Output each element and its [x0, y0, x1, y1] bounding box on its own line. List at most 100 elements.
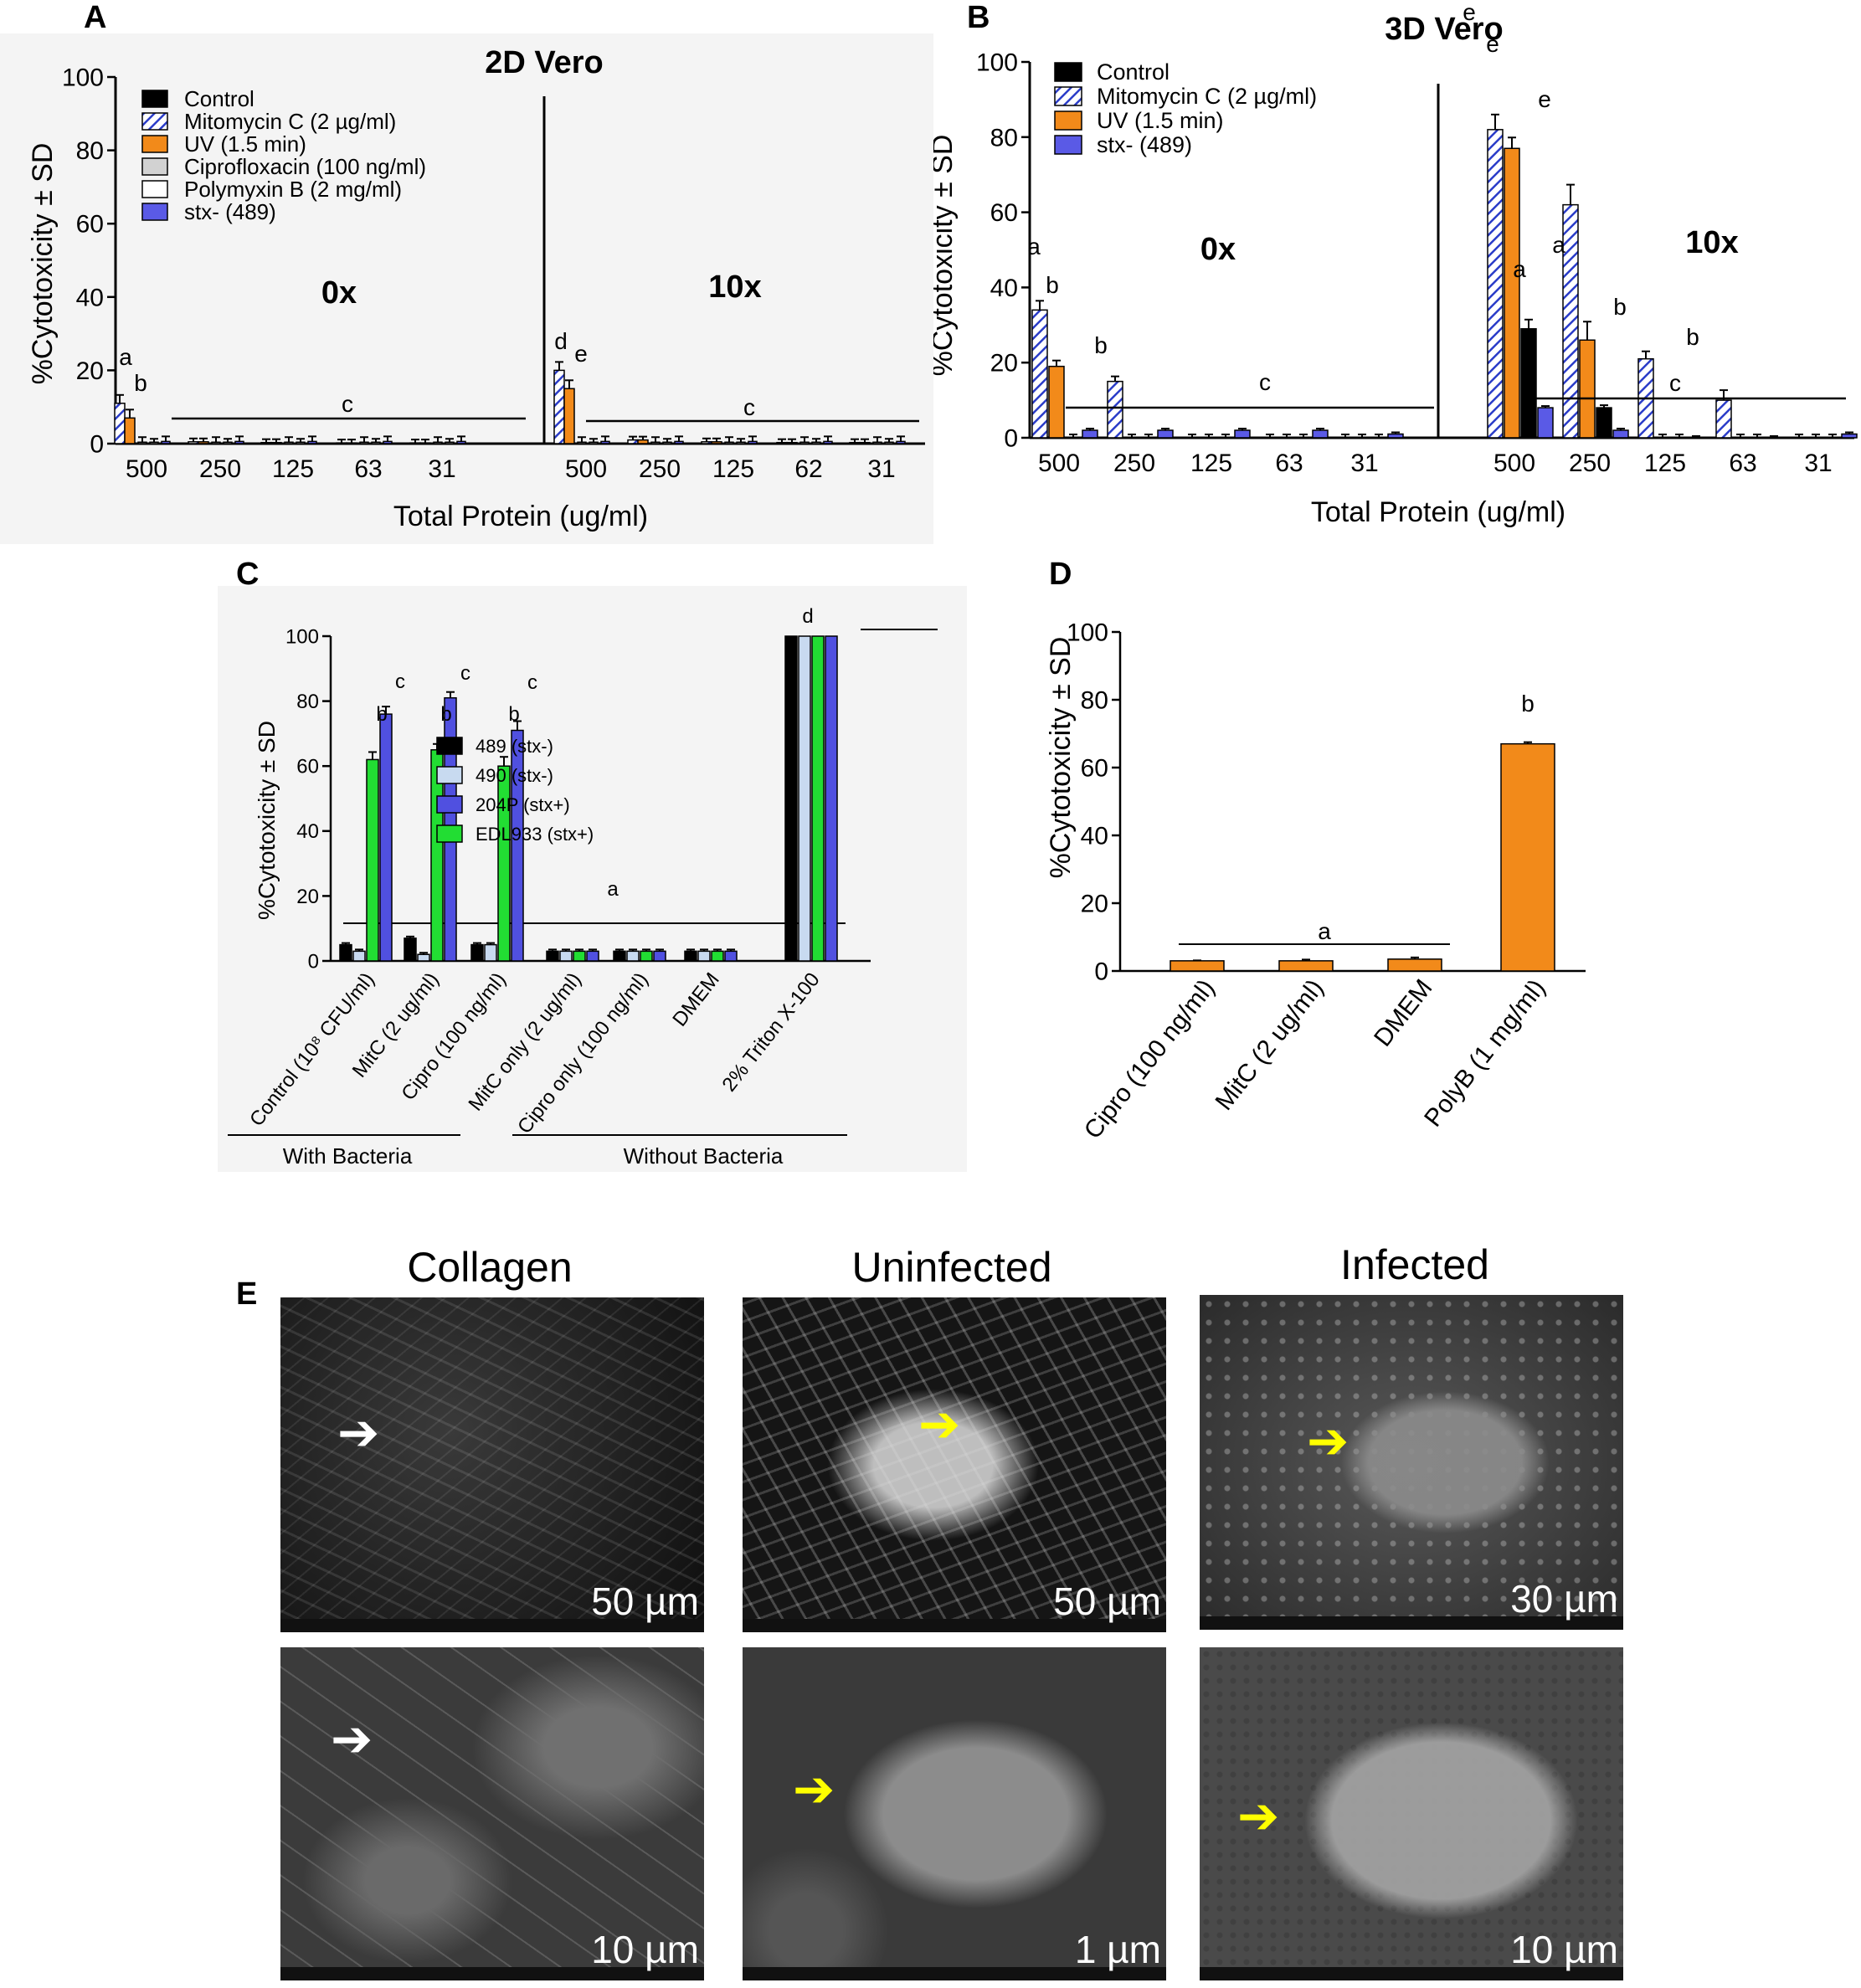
- chart-a-bar-cipro: [433, 441, 443, 444]
- chart-a-ytick-label: 60: [76, 211, 104, 239]
- panel-letter-d: D: [1049, 557, 1072, 592]
- chart-c-annotation: c: [395, 670, 405, 693]
- chart-d-xtick-label: DMEM: [1369, 974, 1437, 1052]
- chart-b-legend-label: Control: [1097, 59, 1170, 85]
- chart-a-annot-a: a: [119, 344, 132, 370]
- chart-b-bar-stx: [1157, 429, 1174, 439]
- chart-a-legend-swatch: [141, 112, 168, 131]
- chart-c-bar: [404, 937, 417, 962]
- arrow-icon: ➔: [918, 1395, 961, 1454]
- chart-c-bar: [366, 758, 379, 962]
- chart-b-annotation: e: [1463, 0, 1476, 25]
- chart-c-legend-label: 490 (stx-): [476, 765, 553, 786]
- chart-a-bar-stx: [383, 440, 393, 444]
- chart-d-xtick-label: PolyB (1 mg/ml): [1419, 974, 1550, 1132]
- chart-b-bar-uv: [1807, 437, 1824, 439]
- chart-b-ytick-label: 40: [990, 275, 1018, 302]
- chart-c-legend-swatch: [436, 795, 463, 814]
- chart-a-group-0x: 0x: [321, 275, 357, 311]
- chart-b-legend-swatch: [1054, 135, 1082, 155]
- chart-a-bar-cipro: [359, 441, 369, 444]
- chart-b-bar-stx: [1387, 433, 1404, 439]
- chart-a-bar-stx: [600, 440, 610, 444]
- chart-a-bar-stx: [896, 440, 906, 444]
- chart-a-xtick-label: 500: [126, 455, 167, 483]
- chart-c-ytick-label: 60: [296, 756, 319, 778]
- chart-b-annotation: e: [1486, 31, 1499, 57]
- micro-scale-label: 50 µm: [591, 1580, 699, 1623]
- chart-c-bar: [470, 943, 484, 962]
- chart-a-bar-uv: [563, 388, 575, 444]
- chart-c-bar: [559, 950, 573, 962]
- chart-a-xtick-label: 500: [565, 455, 607, 483]
- chart-c-bar: [573, 950, 586, 962]
- chart-b-annotation: b: [1613, 294, 1627, 320]
- chart-b-annotation: e: [1538, 86, 1551, 112]
- micro-col-title-infected: Infected: [1340, 1241, 1489, 1288]
- chart-c-ytick-label: 20: [296, 886, 319, 908]
- chart-a-bar-uv: [859, 441, 871, 444]
- chart-b-bar-mitomycin: [1487, 129, 1504, 439]
- arrow-icon: ➔: [337, 1404, 380, 1462]
- chart-c-bar: [724, 950, 738, 962]
- chart-b-xtick-label: 63: [1729, 449, 1756, 477]
- chart-a-annot-b: b: [134, 370, 147, 396]
- chart-c-bar: [653, 950, 666, 962]
- chart-b-legend-swatch: [1054, 86, 1082, 106]
- chart-c-bar: [825, 635, 838, 962]
- chart-b-bar-uv: [1354, 437, 1370, 439]
- chart-a-bar-uv: [124, 417, 136, 444]
- chart-b-bar-uv: [1278, 437, 1295, 439]
- chart-a-xtick-label: 62: [794, 455, 822, 483]
- panel-letter-b: B: [967, 0, 990, 35]
- chart-b-xtick-label: 125: [1190, 449, 1232, 477]
- chart-c-group-without: Without Bacteria: [624, 1143, 784, 1169]
- chart-b-annotation: b: [1094, 332, 1108, 358]
- chart-b-annotation: b: [1046, 272, 1059, 298]
- chart-a-bar-polymyxin: [445, 441, 455, 444]
- chart-b-xtick-label: 125: [1644, 449, 1686, 477]
- chart-b-group-0x: 0x: [1200, 232, 1236, 267]
- chart-b-annotation: c: [1669, 370, 1681, 396]
- chart-a-ytick-label: 100: [62, 64, 104, 92]
- chart-b-bar-uv: [1048, 365, 1065, 439]
- chart-a-bar-cipro: [284, 441, 294, 444]
- chart-d-bar: [1387, 958, 1442, 972]
- chart-b-bar-uv: [1732, 437, 1749, 439]
- chart-b-legend-swatch: [1054, 62, 1082, 82]
- micro-infected-top: ➔ 30 µm: [1200, 1295, 1623, 1630]
- chart-a-legend-swatch: [141, 90, 168, 108]
- chart-b-xtick-label: 500: [1038, 449, 1080, 477]
- chart-a-bar-polymyxin: [811, 441, 821, 444]
- chart-b-bar-control: [1295, 437, 1312, 439]
- chart-a-legend-swatch: [141, 157, 168, 176]
- chart-b-bar-stx: [1766, 437, 1782, 439]
- chart-c-bar: [784, 635, 798, 962]
- chart-c-bar: [626, 950, 640, 962]
- chart-b-bar-control: [1217, 437, 1234, 439]
- chart-d-annot-a: a: [1318, 918, 1331, 944]
- chart-d-bar: [1170, 960, 1225, 972]
- chart-b-bar-control: [1520, 328, 1537, 439]
- chart-c-legend-swatch: [436, 737, 463, 755]
- chart-a-xtick-label: 63: [354, 455, 382, 483]
- chart-c-ytick-label: 40: [296, 820, 319, 843]
- chart-c-bar: [586, 950, 599, 962]
- chart-a-annot-c2: c: [743, 394, 755, 420]
- chart-c-bar: [711, 950, 724, 962]
- chart-a-bar-mitomycin: [849, 441, 861, 444]
- chart-a-bar-mitomycin: [701, 441, 712, 444]
- chart-d-bar: [1278, 960, 1334, 972]
- chart-b-annotation: c: [1259, 369, 1271, 395]
- chart-b-annotation: a: [1552, 232, 1565, 258]
- chart-a-bar-stx: [674, 440, 684, 444]
- chart-c-bar: [417, 953, 430, 962]
- chart-b-group-10x: 10x: [1685, 225, 1738, 260]
- chart-b-xtick-label: 31: [1804, 449, 1832, 477]
- chart-a-bar-polymyxin: [149, 441, 159, 444]
- chart-a-bar-mitomycin: [260, 441, 272, 444]
- chart-b-bar-control: [1596, 407, 1612, 439]
- chart-c-legend-label: 489 (stx-): [476, 736, 553, 757]
- chart-a-bar-uv: [711, 441, 722, 444]
